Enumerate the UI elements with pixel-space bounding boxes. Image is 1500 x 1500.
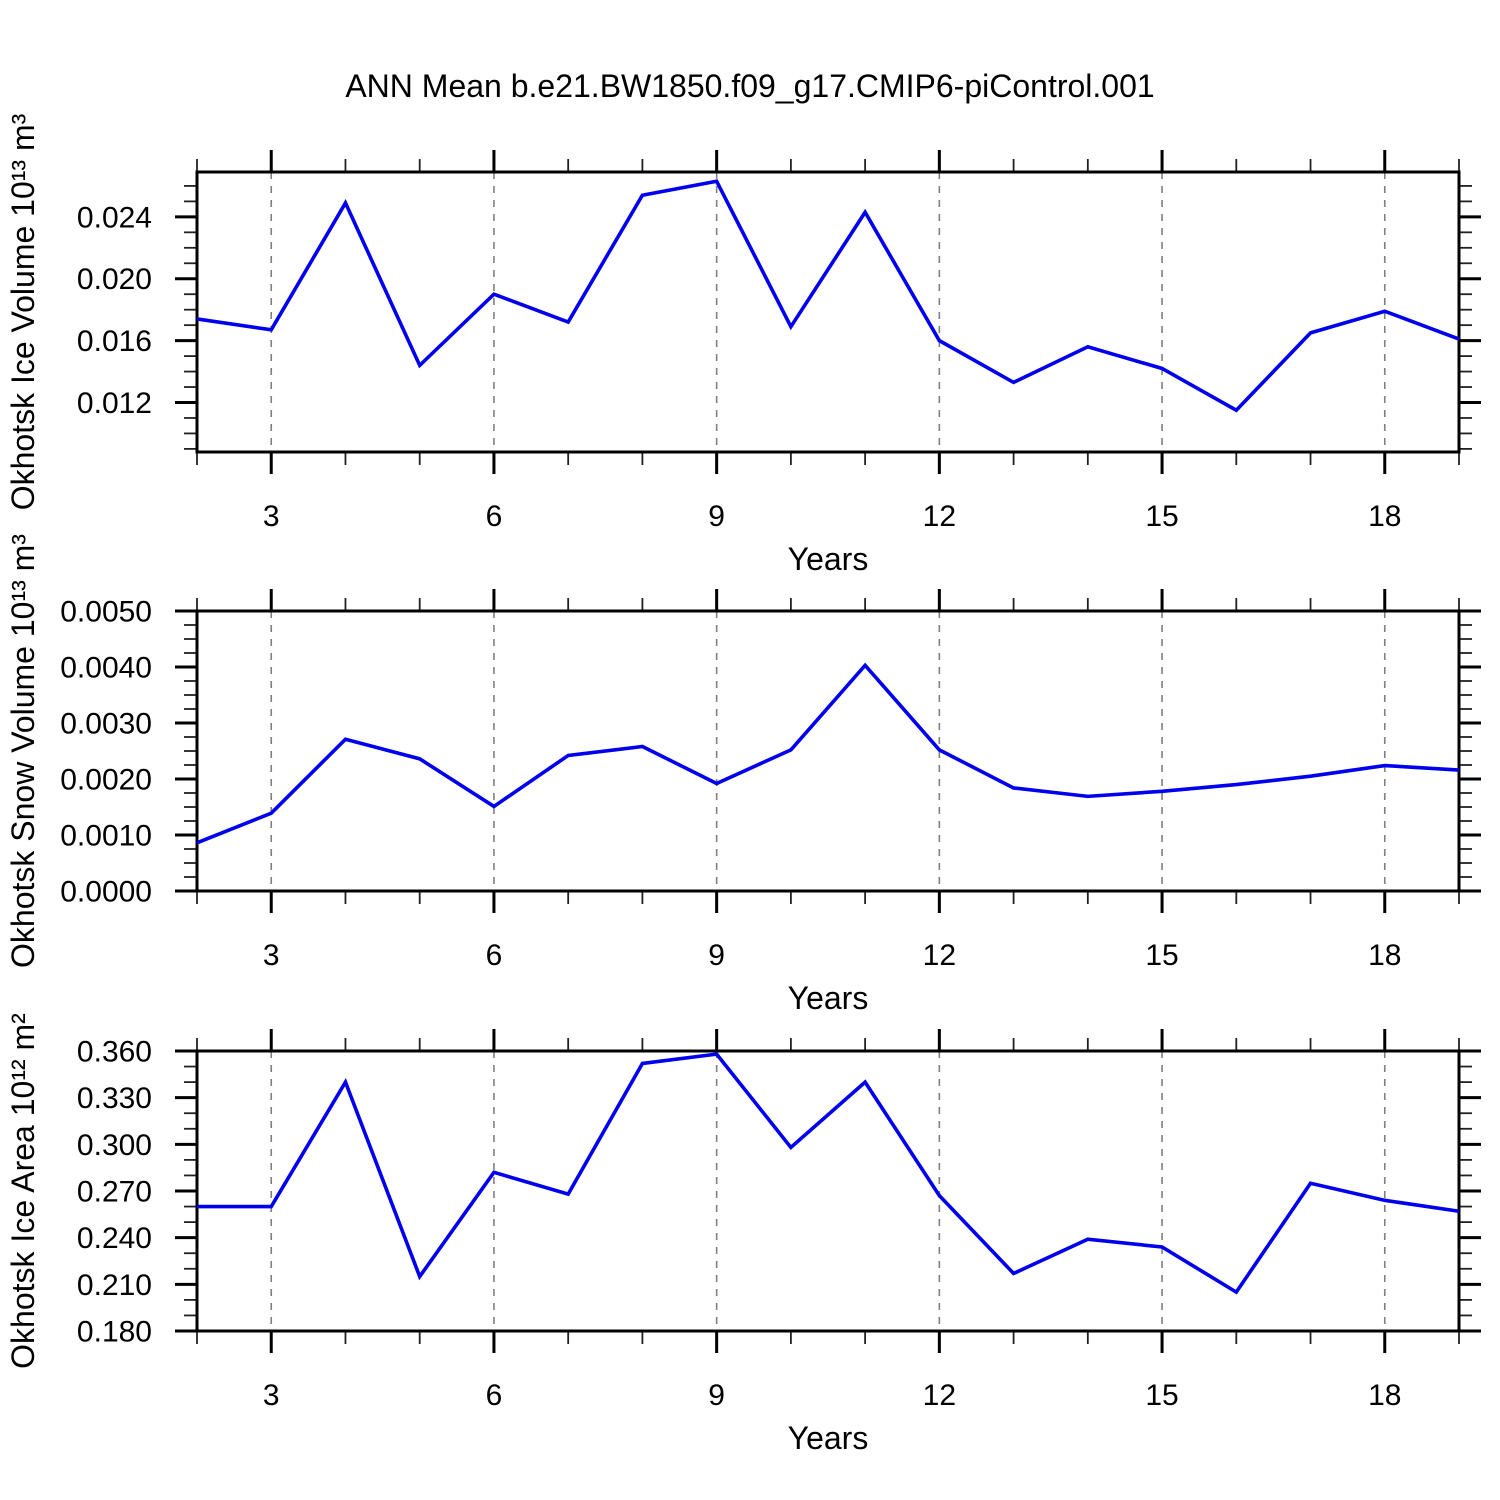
y-axis-title: Okhotsk Snow Volume 10¹³ m³	[5, 534, 41, 968]
y-tick-label: 0.020	[77, 263, 152, 296]
y-tick-label: 0.270	[77, 1176, 152, 1209]
series-line-okhotsk-snow-volume	[196, 662, 1460, 845]
series-line-okhotsk-ice-volume	[196, 179, 1460, 413]
x-tick-label: 6	[486, 500, 503, 533]
y-tick-label: 0.330	[77, 1082, 152, 1115]
x-tick-label: 9	[708, 1379, 725, 1412]
x-tick-label: 15	[1145, 1379, 1178, 1412]
chart-title: ANN Mean b.e21.BW1850.f09_g17.CMIP6-piCo…	[345, 68, 1155, 104]
x-tick-label: 9	[708, 500, 725, 533]
y-tick-label: 0.0020	[60, 764, 152, 797]
panel-okhotsk-ice-volume: 3 6 9 12 15 18 0.012 0.016 0.020 0.024 Years Okhots…	[5, 113, 1481, 577]
panel-okhotsk-ice-area: 3 6 9 12 15 18 0.180 0.210 0.240 0.270 0.300 0.330 0…	[5, 1013, 1481, 1456]
y-tick-label: 0.0040	[60, 652, 152, 685]
x-tick-label: 12	[923, 1379, 956, 1412]
x-tick-label: 3	[263, 939, 280, 972]
x-tick-label: 6	[486, 939, 503, 972]
y-tick-label: 0.210	[77, 1269, 152, 1302]
y-tick-label: 0.016	[77, 325, 152, 358]
y-tick-label: 0.0000	[60, 876, 152, 909]
x-tick-label: 12	[923, 939, 956, 972]
plot-box	[195, 609, 1461, 893]
x-axis-title: Years	[788, 1420, 869, 1456]
series-line-okhotsk-ice-area	[197, 1052, 1460, 1295]
x-tick-label: 12	[923, 500, 956, 533]
x-tick-label: 18	[1368, 500, 1401, 533]
y-tick-label: 0.012	[77, 387, 152, 420]
y-tick-label: 0.360	[77, 1036, 152, 1069]
x-axis-title: Years	[788, 541, 869, 577]
y-tick-label: 0.0010	[60, 820, 152, 853]
y-axis-title: Okhotsk Ice Area 10¹² m²	[5, 1013, 41, 1369]
x-tick-label: 3	[263, 500, 280, 533]
y-tick-label: 0.180	[77, 1316, 152, 1349]
panel-okhotsk-snow-volume: 3 6 9 12 15 18 0.0000 0.0010 0.0020 0.0030 0.0040 0…	[5, 534, 1481, 1016]
y-tick-label: 0.024	[77, 201, 152, 234]
y-tick-label: 0.300	[77, 1129, 152, 1162]
y-tick-label: 0.240	[77, 1222, 152, 1255]
x-tick-label: 3	[263, 1379, 280, 1412]
y-tick-label: 0.0050	[60, 596, 152, 629]
y-tick-label: 0.0030	[60, 708, 152, 741]
x-tick-label: 9	[708, 939, 725, 972]
x-tick-label: 6	[486, 1379, 503, 1412]
plot-box	[195, 170, 1461, 454]
x-tick-label: 18	[1368, 1379, 1401, 1412]
x-tick-label: 15	[1145, 939, 1178, 972]
x-tick-label: 15	[1145, 500, 1178, 533]
x-axis-title: Years	[788, 980, 869, 1016]
x-tick-label: 18	[1368, 939, 1401, 972]
y-axis-title: Okhotsk Ice Volume 10¹³ m³	[5, 113, 41, 510]
plot-box	[195, 1049, 1461, 1333]
